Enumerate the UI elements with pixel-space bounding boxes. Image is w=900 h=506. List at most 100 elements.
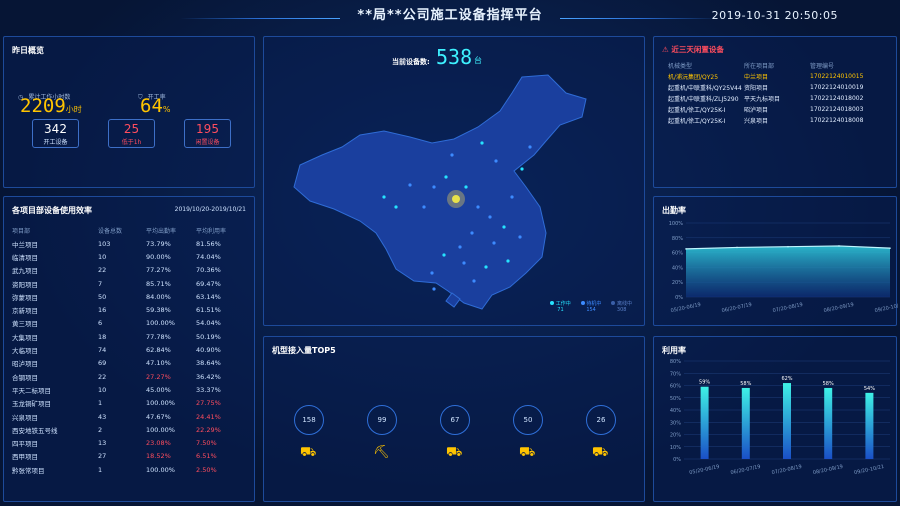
x-tick-label: 06/20-07/19 — [721, 302, 752, 314]
work-hours-value: 2209 — [20, 95, 66, 117]
device-dot[interactable] — [476, 205, 480, 209]
y-tick-label: 60% — [672, 251, 683, 257]
attendance-point[interactable] — [838, 245, 840, 247]
idle-row[interactable]: 起重机/中联重科/QY25V44 资阳项目 17022124010019 — [668, 82, 894, 93]
x-tick-label: 06/20-07/19 — [730, 464, 761, 476]
table-row[interactable]: 西安地铁五号线 2 100.00% 22.29% — [12, 423, 248, 436]
attendance-point[interactable] — [685, 248, 687, 250]
legend-standby[interactable]: 待机中 154 — [580, 300, 601, 313]
device-dot[interactable] — [506, 259, 510, 263]
device-dot[interactable] — [494, 159, 498, 163]
top5-count-1[interactable]: 158 — [294, 405, 324, 435]
table-row[interactable]: 资阳项目 7 85.71% 69.47% — [12, 277, 248, 290]
device-dot[interactable] — [394, 205, 398, 209]
cell-machine-type: 机/浦沅集团/QY25 — [668, 74, 719, 81]
device-dot[interactable] — [470, 231, 474, 235]
x-tick-label: 07/20-08/19 — [772, 302, 803, 314]
top5-count-4[interactable]: 50 — [513, 405, 543, 435]
utilization-bar[interactable] — [741, 387, 750, 459]
cell-attendance: 100.00% — [146, 319, 175, 328]
table-row[interactable]: 大临项目 74 62.84% 40.90% — [12, 343, 248, 356]
cell-utilization: 74.04% — [196, 252, 221, 261]
top5-count-3[interactable]: 67 — [440, 405, 470, 435]
open-equipment-box[interactable]: 342 开工设备 — [32, 119, 79, 148]
device-dot[interactable] — [464, 185, 468, 189]
device-dot[interactable] — [518, 235, 522, 239]
idle-row[interactable]: 起重机/徐工/QY25K-I 昭泸项目 17022124018003 — [668, 104, 894, 115]
legend-working-label: 工作中 — [555, 301, 571, 307]
table-row[interactable]: 黔张常项目 1 100.00% 2.50% — [12, 463, 248, 476]
device-dot[interactable] — [528, 145, 532, 149]
idle-equipment-box[interactable]: 195 闲置设备 — [184, 119, 231, 148]
y-tick-label: 0% — [673, 457, 681, 463]
table-row[interactable]: 京新项目 16 59.38% 61.51% — [12, 303, 248, 316]
table-row[interactable]: 黄三项目 6 100.00% 54.04% — [12, 317, 248, 330]
table-row[interactable]: 合钢项目 22 27.27% 36.42% — [12, 370, 248, 383]
cell-attendance: 45.00% — [146, 385, 171, 394]
device-dot[interactable] — [492, 241, 496, 245]
device-dot[interactable] — [480, 141, 484, 145]
utilization-bar[interactable] — [824, 387, 833, 459]
below-1h-box[interactable]: 25 低于1h — [108, 119, 155, 148]
table-row[interactable]: 四平项目 13 23.08% 7.50% — [12, 436, 248, 449]
table-row[interactable]: 昭泸项目 69 47.10% 38.64% — [12, 357, 248, 370]
china-outline — [293, 74, 587, 310]
utilization-bar[interactable] — [783, 383, 791, 459]
idle-row[interactable]: 起重机/徐工/QY25K-I 兴泉项目 17022124018008 — [668, 115, 894, 126]
china-map[interactable] — [264, 37, 646, 327]
idle-row[interactable]: 起重机/中联重科/ZLJ5290 平天九标项目 17022124018002 — [668, 93, 894, 104]
device-dot[interactable] — [442, 253, 446, 257]
device-dot[interactable] — [422, 205, 426, 209]
attendance-point[interactable] — [889, 247, 891, 249]
top5-count-2[interactable]: 99 — [367, 405, 397, 435]
device-dot[interactable] — [484, 265, 488, 269]
cell-utilization: 70.36% — [196, 266, 221, 275]
bar-value-label: 59% — [699, 380, 710, 386]
table-row[interactable]: 西甲项目 27 18.52% 6.51% — [12, 450, 248, 463]
device-count-unit: 台 — [474, 56, 482, 65]
attendance-point[interactable] — [787, 245, 789, 248]
bar-value-label: 58% — [740, 381, 751, 387]
legend-offline[interactable]: 离线中 308 — [611, 300, 632, 313]
table-row[interactable]: 临清项目 10 90.00% 74.04% — [12, 250, 248, 263]
device-dot[interactable] — [450, 153, 454, 157]
x-tick-label: 05/20-06/19 — [689, 464, 720, 476]
table-row[interactable]: 大集项目 18 77.78% 50.19% — [12, 330, 248, 343]
table-row[interactable]: 武九项目 22 77.27% 70.36% — [12, 264, 248, 277]
x-tick-label: 07/20-08/19 — [771, 464, 802, 476]
table-row[interactable]: 玉龙铜矿项目 1 100.00% 27.75% — [12, 397, 248, 410]
device-dot[interactable] — [488, 215, 492, 219]
device-dot[interactable] — [458, 245, 462, 249]
cell-attendance: 18.52% — [146, 452, 171, 461]
device-dot[interactable] — [520, 167, 524, 171]
device-dot[interactable] — [444, 175, 448, 179]
device-dot[interactable] — [382, 195, 386, 199]
hotspot-marker[interactable] — [452, 195, 460, 203]
table-row[interactable]: 弥蒙项目 50 84.00% 63.14% — [12, 290, 248, 303]
utilization-chart[interactable]: 0% 10% 20% 30% 40% 50% 60% 70% 80% 59% 05/20-06/19… — [654, 337, 898, 503]
device-dot[interactable] — [502, 225, 506, 229]
cell-machine-type: 起重机/中联重科/QY25V44 — [668, 85, 742, 92]
idle-row[interactable]: 机/浦沅集团/QY25 中兰项目 17022124010015 — [668, 71, 894, 82]
utilization-bar[interactable] — [865, 392, 874, 459]
device-dot[interactable] — [510, 195, 514, 199]
device-dot[interactable] — [408, 183, 412, 187]
device-dot[interactable] — [430, 271, 434, 275]
legend-working[interactable]: 工作中 71 — [550, 300, 571, 313]
idle-equipment-count: 195 — [196, 122, 219, 136]
table-row[interactable]: 兴泉项目 43 47.67% 24.41% — [12, 410, 248, 423]
device-dot[interactable] — [432, 185, 436, 189]
device-dot[interactable] — [472, 279, 476, 283]
device-dot[interactable] — [432, 287, 436, 291]
efficiency-panel: 各项目部设备使用效率 2019/10/20-2019/10/21 项目部 设备总… — [3, 196, 255, 502]
device-dot[interactable] — [462, 261, 466, 265]
table-row[interactable]: 中兰项目 103 73.79% 81.56% — [12, 237, 248, 250]
utilization-bar[interactable] — [700, 386, 709, 459]
cell-project: 武九项目 — [12, 267, 38, 276]
attendance-chart[interactable]: 0% 20% 40% 60% 80% 100% 05/20-06/19 06/20-07/19… — [654, 197, 898, 327]
bar-value-label: 54% — [864, 386, 875, 392]
attendance-point[interactable] — [736, 246, 738, 249]
top5-count-5[interactable]: 26 — [586, 405, 616, 435]
cell-total: 18 — [98, 332, 107, 341]
table-row[interactable]: 平天二标项目 10 45.00% 33.37% — [12, 383, 248, 396]
